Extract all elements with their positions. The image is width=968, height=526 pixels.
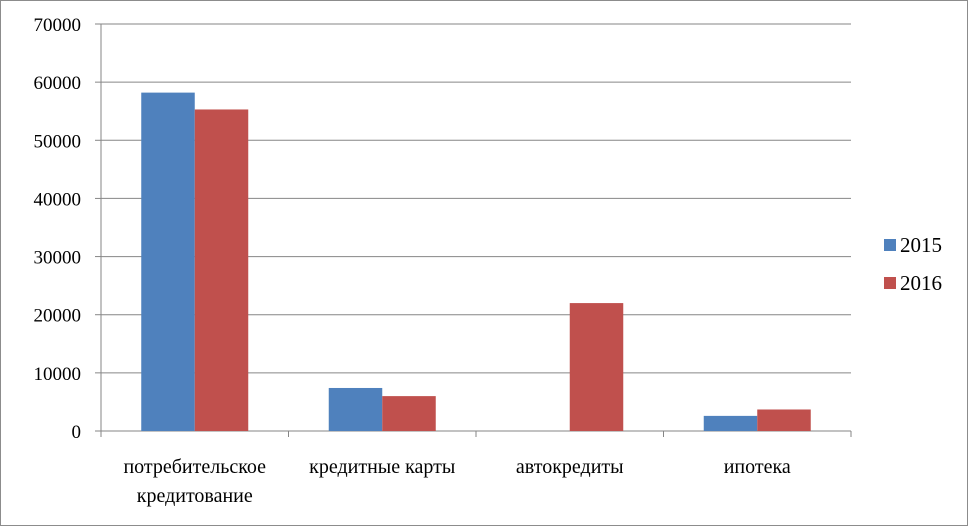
category-label: ипотека — [724, 456, 791, 478]
y-tick-label: 0 — [72, 422, 82, 443]
y-tick-label: 10000 — [34, 364, 82, 385]
y-tick-label: 20000 — [34, 306, 82, 327]
legend-swatch-2015 — [884, 239, 896, 251]
y-tick-label: 40000 — [34, 189, 82, 210]
bar-2015-0 — [141, 92, 195, 431]
y-tick-label: 70000 — [34, 15, 82, 36]
x-axis-category-labels: потребительское кредитование кредитные кар… — [123, 456, 790, 507]
category-label: потребительское — [123, 456, 266, 478]
y-tick-label: 60000 — [34, 73, 82, 94]
y-tick-label: 30000 — [34, 248, 82, 269]
bar-2015-1 — [328, 387, 383, 431]
legend-label-2015: 2015 — [900, 233, 942, 257]
bars — [141, 92, 811, 431]
legend-label-2016: 2016 — [900, 271, 942, 295]
y-axis-tick-labels: 0 10000 20000 30000 40000 50000 60000 70000 — [34, 15, 82, 443]
legend-swatch-2016 — [884, 277, 896, 289]
bar-2015-3 — [703, 415, 758, 431]
y-tick-label: 50000 — [34, 131, 82, 152]
bar-2016-0 — [194, 109, 249, 431]
bar-2016-2 — [569, 303, 624, 431]
category-label: кредитные карты — [309, 456, 455, 478]
category-label: автокредиты — [516, 456, 624, 478]
category-label: кредитование — [137, 485, 253, 507]
bar-2016-1 — [382, 396, 436, 431]
bar-2016-3 — [757, 409, 811, 431]
legend: 2015 2016 — [884, 233, 942, 295]
